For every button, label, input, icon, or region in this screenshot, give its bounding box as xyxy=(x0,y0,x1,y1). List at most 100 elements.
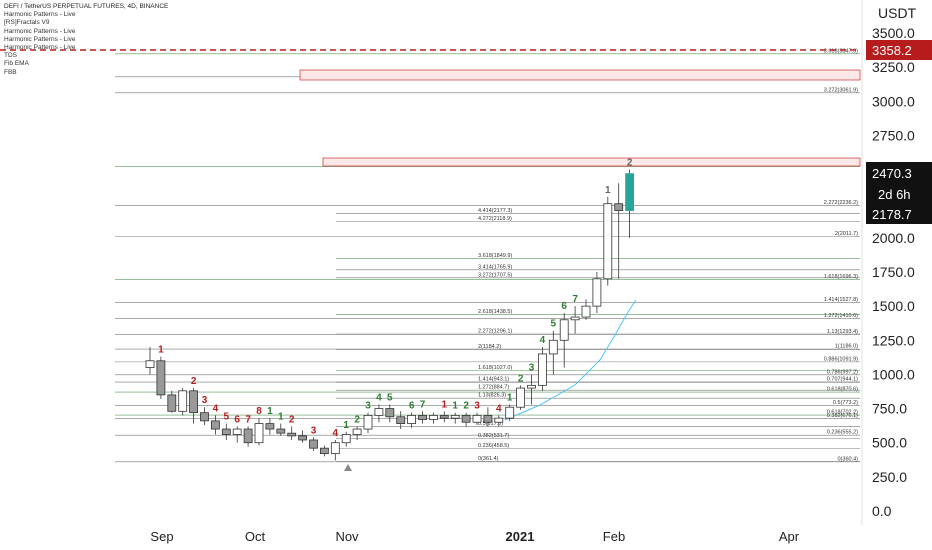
target-zones xyxy=(299,69,861,167)
sequence-number: 5 xyxy=(224,412,230,423)
sequence-number: 8 xyxy=(256,406,262,417)
fib-level-label: 0.5(617.0) xyxy=(478,421,503,427)
candle-body xyxy=(527,384,536,389)
sequence-number: 1 xyxy=(452,401,458,412)
candle-body xyxy=(407,414,417,424)
candle-body xyxy=(352,428,362,435)
indicator-3[interactable]: Harmonic Patterns - Live xyxy=(4,27,76,35)
sequence-number: 7 xyxy=(572,294,578,305)
fib-levels: 3.618(3347.3)6.854(3181.2)3.414(3179.1)3… xyxy=(115,48,860,462)
fib-level-label: 1(1186.0) xyxy=(835,344,858,350)
chart-title: DEFI / TetherUS PERPETUAL FUTURES, 4D, B… xyxy=(4,3,169,10)
fib-level-label: 2.272(2236.2) xyxy=(824,200,858,206)
upper-target-zone xyxy=(299,69,861,81)
candle-body xyxy=(330,442,340,455)
fib-level-label: 0.618(870.6) xyxy=(827,387,858,393)
candle-body xyxy=(516,387,525,408)
sequence-number: 3 xyxy=(202,395,208,406)
candle-body xyxy=(418,414,427,420)
sequence-number: 6 xyxy=(409,401,415,412)
x-tick-label: Oct xyxy=(245,529,266,544)
x-axis[interactable]: Sep Oct Nov 2021 Feb Apr xyxy=(150,529,799,544)
candle-body xyxy=(494,417,504,423)
indicator-5[interactable]: Harmonic Patterns - Live xyxy=(4,44,76,52)
fib-ema-line xyxy=(504,299,637,421)
fib-level-label: 0.236(555.2) xyxy=(827,430,858,436)
fib-level-label: 0.886(1091.9) xyxy=(824,356,858,362)
fractal-triangle-icon xyxy=(344,464,352,471)
sequence-number: 4 xyxy=(213,403,219,414)
fib-level-label: 0.786(997.2) xyxy=(827,369,858,375)
indicator-7[interactable]: Fib EMA xyxy=(4,60,29,68)
sequence-number: 7 xyxy=(420,399,426,410)
sequence-number: 7 xyxy=(245,414,251,425)
y-tick-label: 2000.0 xyxy=(872,230,915,246)
candle-body xyxy=(581,305,591,318)
fib-level-label: 1.414(1527.8) xyxy=(824,297,858,303)
fib-level-label: 2.272(1296.1) xyxy=(478,328,512,334)
y-tick-label: 1250.0 xyxy=(872,332,915,348)
candle-body xyxy=(374,408,384,416)
sequence-number: 1 xyxy=(507,392,513,403)
y-tick-label: 1750.0 xyxy=(872,264,915,280)
candle-body xyxy=(505,406,515,419)
indicator-8[interactable]: FBB xyxy=(4,68,17,76)
sequence-number: 3 xyxy=(311,425,317,436)
fib-level-label: 0.236(458.5) xyxy=(478,443,509,449)
sequence-number: 4 xyxy=(496,403,502,414)
indicator-4[interactable]: Harmonic Patterns - Live xyxy=(4,35,76,43)
sequence-number: 2 xyxy=(463,401,469,412)
fib-level-label: 0.618(702.2) xyxy=(827,410,858,416)
svg-text:2470.3: 2470.3 xyxy=(872,166,912,181)
candle-body xyxy=(428,414,438,420)
sequence-number: 1 xyxy=(605,185,611,196)
sequence-number: 4 xyxy=(376,392,382,403)
indicator-2[interactable]: [RS]Fractals V9 xyxy=(4,19,50,27)
candle-body xyxy=(156,360,166,396)
x-tick-label: Feb xyxy=(603,529,625,544)
y-tick-label: 750.0 xyxy=(872,401,907,417)
sequence-number: 2 xyxy=(289,414,295,425)
candle-body xyxy=(483,414,493,423)
fib-level-label: 3.272(1707.5) xyxy=(478,272,512,278)
y-tick-label: 0.0 xyxy=(872,503,892,519)
sequence-number: 2 xyxy=(191,376,197,387)
candle-body xyxy=(319,447,329,455)
fib-level-label: 0.5(773.2) xyxy=(833,400,858,406)
fib-level-label: 1.618(1696.3) xyxy=(824,274,858,280)
indicator-6[interactable]: TDS xyxy=(4,52,17,60)
candle-body xyxy=(254,423,264,444)
candle-body xyxy=(189,390,199,414)
chart-legend: DEFI / TetherUS PERPETUAL FUTURES, 4D, B… xyxy=(4,3,168,77)
fib-level-label: 3.618(1849.9) xyxy=(478,253,512,259)
y-tick-label: 2750.0 xyxy=(872,127,915,143)
currency-label: USDT xyxy=(878,5,917,21)
sequence-number: 3 xyxy=(529,362,535,373)
sequence-number: 1 xyxy=(278,412,284,423)
fib-level-label: 0(360.4) xyxy=(838,456,859,462)
indicator-1[interactable]: Harmonic Patterns - Live xyxy=(4,11,76,19)
candles xyxy=(145,169,634,461)
sequence-number: 1 xyxy=(442,399,448,410)
candle-body xyxy=(178,390,188,412)
y-axis[interactable]: 3500.03250.03000.02750.02500.02250.02000… xyxy=(872,25,915,519)
sequence-number: 5 xyxy=(387,392,393,403)
candle-body xyxy=(396,416,406,424)
fib-level-label: 4.414(2177.3) xyxy=(478,208,512,214)
sequence-number: 2 xyxy=(518,373,524,384)
candle-body xyxy=(276,428,286,434)
sequence-number: 6 xyxy=(234,414,240,425)
candle-body xyxy=(210,420,220,430)
fib-level-label: 1.13(826.3) xyxy=(478,393,506,399)
svg-text:2178.7: 2178.7 xyxy=(872,207,912,222)
fib-level-label: 0.382(531.7) xyxy=(478,433,509,439)
svg-text:2d 6h: 2d 6h xyxy=(878,187,911,202)
candle-body xyxy=(570,316,580,321)
fib-level-label: 1.414(943.1) xyxy=(478,377,509,383)
price-tag-upper-red: 3358.2 xyxy=(866,40,932,60)
x-tick-label: 2021 xyxy=(506,529,535,544)
candle-body xyxy=(287,432,297,437)
y-tick-label: 3500.0 xyxy=(872,25,915,41)
